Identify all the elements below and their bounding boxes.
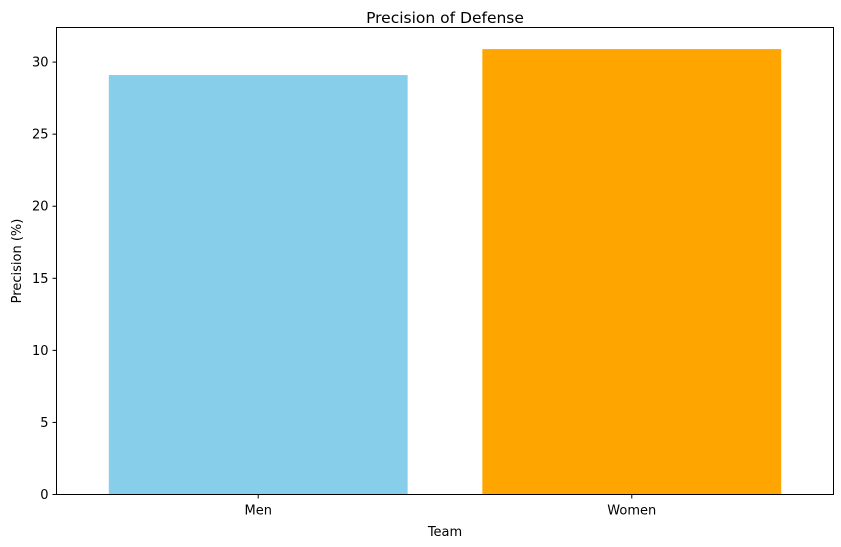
y-tick-label: 5: [40, 416, 48, 431]
y-tick-label: 10: [32, 344, 49, 359]
x-tick-label: Men: [244, 504, 271, 519]
y-tick-label: 0: [40, 488, 48, 503]
x-tick-label: Women: [607, 504, 656, 519]
x-axis-title: Team: [427, 525, 462, 540]
bar-men: [108, 75, 408, 495]
y-tick-label: 30: [32, 56, 49, 71]
chart-title: Precision of Defense: [366, 9, 524, 27]
y-tick-label: 25: [32, 128, 49, 143]
y-tick-label: 20: [32, 200, 49, 215]
plot-frame: [56, 27, 834, 495]
bar-women: [482, 49, 782, 495]
y-axis-title: Precision (%): [10, 219, 25, 304]
y-tick-label: 15: [32, 272, 49, 287]
